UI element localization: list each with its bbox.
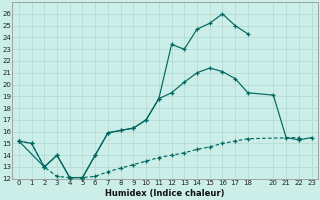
X-axis label: Humidex (Indice chaleur): Humidex (Indice chaleur) bbox=[106, 189, 225, 198]
